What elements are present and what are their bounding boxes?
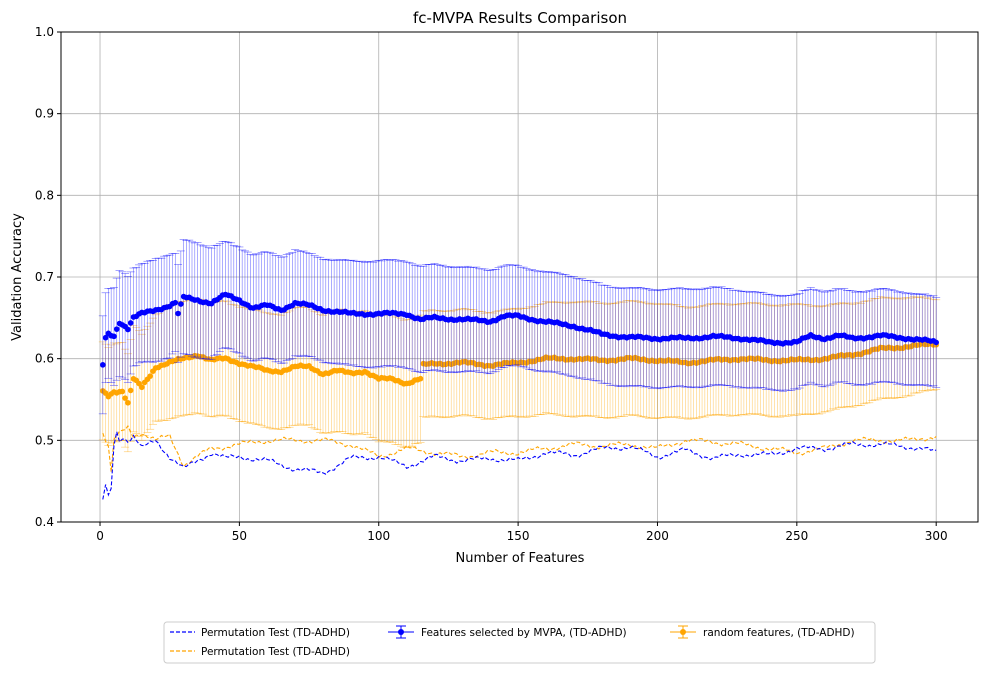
data-point xyxy=(102,334,109,341)
data-point xyxy=(178,301,184,307)
y-tick-label: 0.8 xyxy=(35,188,54,202)
series-0 xyxy=(102,431,937,500)
x-tick-label: 300 xyxy=(925,529,948,543)
y-axis: 0.4 0.5 0.6 0.7 0.8 0.9 1.0 xyxy=(35,25,61,529)
data-point xyxy=(147,373,153,379)
x-tick-label: 200 xyxy=(646,529,669,543)
x-axis-label: Number of Features xyxy=(456,551,585,566)
legend-swatch-random xyxy=(670,625,696,639)
y-tick-label: 0.6 xyxy=(35,352,54,366)
legend: Permutation Test (TD-ADHD) Permutation T… xyxy=(163,621,876,664)
data-point xyxy=(111,333,117,340)
series-3 xyxy=(98,296,941,453)
data-point xyxy=(125,399,131,406)
data-point xyxy=(139,384,145,391)
plot-area xyxy=(98,239,941,500)
data-point xyxy=(933,339,939,346)
y-tick-label: 0.4 xyxy=(35,515,54,529)
series-2 xyxy=(98,239,941,415)
legend-box xyxy=(163,621,876,664)
y-tick-label: 0.5 xyxy=(35,433,54,447)
x-axis: 0 50 100 150 200 250 300 xyxy=(96,522,948,543)
x-tick-label: 150 xyxy=(507,529,530,543)
grid xyxy=(61,31,978,523)
data-point xyxy=(100,362,106,368)
x-tick-label: 0 xyxy=(96,529,104,543)
x-tick-label: 250 xyxy=(785,529,808,543)
y-tick-label: 0.7 xyxy=(35,270,54,284)
data-point xyxy=(172,299,179,306)
legend-label-perm-blue: Permutation Test (TD-ADHD) xyxy=(201,627,350,639)
series-line xyxy=(102,424,937,472)
y-tick-label: 0.9 xyxy=(35,107,54,121)
data-point xyxy=(119,388,126,395)
y-tick-label: 1.0 xyxy=(35,25,54,39)
legend-swatch-mvpa xyxy=(388,625,414,639)
legend-label-mvpa: Features selected by MVPA, (TD-ADHD) xyxy=(421,627,627,639)
x-tick-label: 100 xyxy=(367,529,390,543)
series-line xyxy=(102,431,937,500)
data-point xyxy=(113,326,120,332)
series-1 xyxy=(102,424,937,472)
x-tick-label: 50 xyxy=(232,529,247,543)
chart-title: fc-MVPA Results Comparison xyxy=(413,9,627,27)
data-point xyxy=(125,326,131,333)
data-point xyxy=(127,387,134,394)
data-point xyxy=(175,310,181,317)
data-point xyxy=(122,395,128,401)
data-point xyxy=(127,320,134,326)
y-axis-label: Validation Accuracy xyxy=(10,213,25,341)
legend-label-random: random features, (TD-ADHD) xyxy=(703,627,855,639)
legend-label-perm-orange: Permutation Test (TD-ADHD) xyxy=(201,646,350,658)
data-point xyxy=(417,375,424,382)
